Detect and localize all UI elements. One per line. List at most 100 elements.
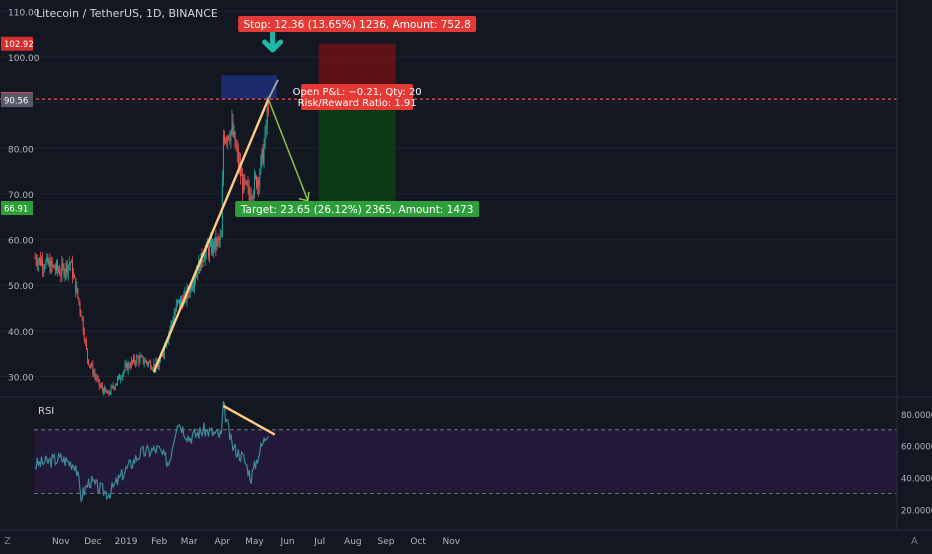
- candle-body: [251, 196, 253, 198]
- candle-body: [172, 320, 174, 322]
- candle-body: [63, 265, 65, 276]
- candle-body: [230, 130, 232, 141]
- time-tick-label: Jun: [280, 537, 295, 547]
- rsi-tick-label: 60.0000: [901, 443, 932, 453]
- candle-body: [175, 303, 177, 311]
- candle-body: [214, 237, 216, 250]
- candle-body: [114, 385, 116, 389]
- candle-body: [145, 360, 147, 363]
- trendline-extension[interactable]: [267, 79, 279, 100]
- time-tick-label: Nov: [52, 537, 70, 547]
- candle-body: [105, 387, 107, 392]
- time-tick-label: May: [245, 537, 264, 547]
- rising-trendline[interactable]: [152, 98, 270, 373]
- time-axis[interactable]: Nov Dec 2019 Feb Mar Apr May Jun Jul Aug Sep Oct Nov: [0, 529, 932, 547]
- price-tick-label: 30.00: [8, 373, 34, 383]
- take-profit-zone[interactable]: [318, 99, 396, 209]
- candle-body: [245, 181, 247, 183]
- pnl-label[interactable]: Open P&L: −0.21, Qty: 20 Risk/Reward Rat…: [293, 84, 422, 110]
- candle-body: [61, 263, 63, 275]
- candle-body: [170, 322, 172, 329]
- candle-body: [204, 251, 206, 260]
- candle-body: [133, 357, 134, 362]
- candle-body: [57, 262, 58, 270]
- candle-body: [224, 135, 225, 143]
- down-arrow-icon[interactable]: [262, 26, 284, 53]
- candle-body: [197, 272, 199, 274]
- rsi-tick-label: 20.0000: [901, 506, 932, 516]
- candle-body: [50, 260, 52, 273]
- candle-body: [125, 363, 127, 366]
- rsi-axis[interactable]: 80.0000 60.0000 40.0000 20.0000: [901, 411, 932, 516]
- candle-body: [247, 185, 249, 187]
- time-tick-label: Jul: [313, 537, 325, 547]
- candle-body: [209, 244, 210, 256]
- target-label[interactable]: Target: 23.65 (26.12%) 2365, Amount: 147…: [235, 201, 480, 217]
- candle-body: [259, 173, 261, 186]
- candle-body: [173, 314, 175, 321]
- candle-body: [141, 356, 143, 358]
- candle-body: [117, 378, 118, 384]
- candle-body: [178, 299, 179, 301]
- candle-body: [80, 310, 82, 317]
- candle-body: [34, 257, 36, 259]
- candle-body: [202, 261, 204, 263]
- candle-body: [149, 362, 151, 364]
- candle-body: [266, 107, 268, 126]
- timezone-icon[interactable]: Z: [4, 536, 11, 547]
- candle-body: [248, 185, 250, 195]
- candle-body: [261, 149, 263, 157]
- candle-body: [73, 275, 75, 278]
- candle-body: [236, 148, 238, 152]
- candle-body: [62, 263, 64, 266]
- candle-body: [240, 163, 241, 176]
- candle-body: [216, 238, 218, 247]
- candle-body: [234, 131, 236, 147]
- stop-label[interactable]: Stop: 12.36 (13.65%) 1236, Amount: 752.8: [238, 16, 477, 32]
- candle-body: [48, 261, 50, 264]
- candle-body: [233, 131, 235, 136]
- candle-body: [121, 377, 123, 379]
- candle-body: [136, 356, 138, 364]
- projection-arrow-line[interactable]: [267, 98, 309, 202]
- candle-body: [85, 340, 87, 349]
- candle-body: [38, 257, 40, 261]
- candle-body: [112, 385, 114, 388]
- candle-body: [232, 122, 234, 136]
- resistance-zone[interactable]: [221, 75, 277, 100]
- price-badge-label: 102.92: [4, 40, 34, 50]
- risk-reward-text: Risk/Reward Ratio: 1.91: [298, 98, 417, 109]
- candle-body: [53, 265, 55, 269]
- candle-body: [150, 362, 152, 369]
- projection-arrow-head: [298, 191, 310, 202]
- candle-body: [119, 375, 121, 380]
- rsi-band: [34, 429, 897, 494]
- candle-body: [256, 176, 258, 188]
- time-tick-label: Oct: [410, 537, 426, 547]
- candle-body: [262, 149, 264, 164]
- price-badge-label: 90.56: [4, 97, 28, 107]
- candle-body: [67, 265, 69, 273]
- candle-body: [203, 259, 205, 262]
- candle-body: [56, 262, 57, 270]
- rsi-line: [34, 401, 269, 504]
- candle-body: [59, 271, 61, 275]
- candle-body: [103, 389, 104, 394]
- auto-scale-icon[interactable]: A: [911, 536, 918, 547]
- candle-body: [91, 364, 93, 367]
- candle-body: [130, 360, 132, 368]
- candle-body: [194, 279, 195, 286]
- candle-body: [220, 236, 222, 238]
- candle-body: [153, 363, 155, 369]
- candle-body: [84, 340, 86, 342]
- rsi-divergence-trendline[interactable]: [222, 404, 276, 436]
- candle-body: [58, 269, 60, 272]
- candle-body: [229, 139, 231, 141]
- price-tick-label: 100.00: [8, 54, 40, 64]
- candle-body: [217, 238, 219, 240]
- candle-body: [102, 385, 103, 390]
- candle-body: [83, 332, 85, 341]
- candle-body: [176, 300, 178, 304]
- candle-body: [44, 267, 46, 269]
